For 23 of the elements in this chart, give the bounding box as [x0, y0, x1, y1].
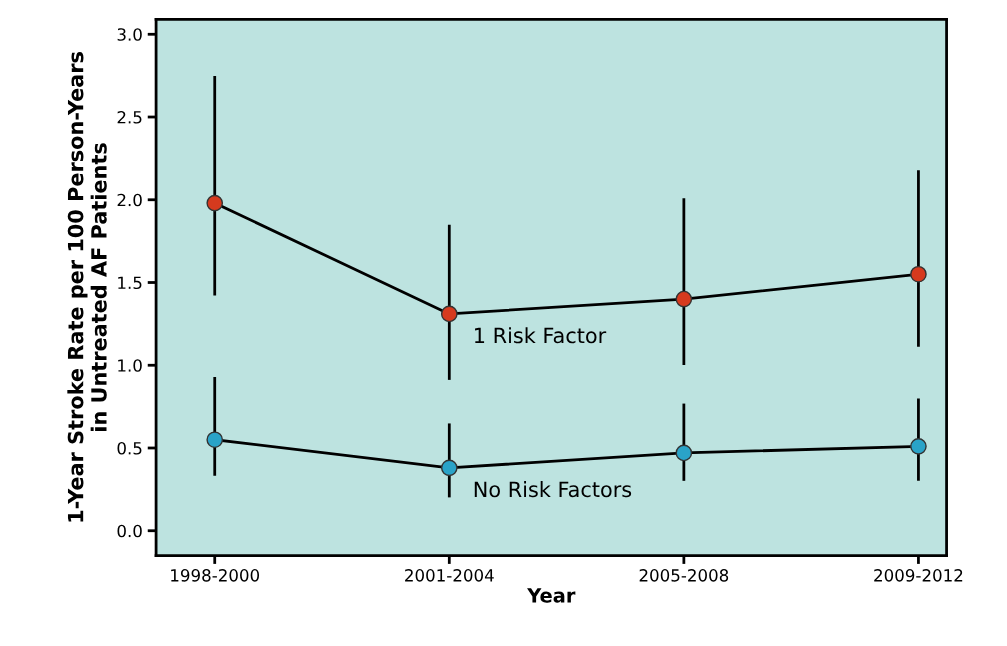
- y-tick-label: 0.5: [117, 441, 142, 455]
- y-tick-label: 0.0: [117, 524, 142, 538]
- x-tick-label: 2001-2004: [405, 569, 494, 582]
- series-label: 1 Risk Factor: [475, 327, 607, 344]
- y-tick-label: 2.0: [117, 193, 142, 207]
- y-axis-title: 1-Year Stroke Rate per 100 Person-Years in Untreated AF Patients: [67, 52, 107, 522]
- point: [206, 431, 224, 449]
- y-tick-label: 1.0: [118, 359, 142, 372]
- x-tick-label: 2005-2008: [639, 569, 729, 582]
- point: [910, 265, 927, 283]
- x-axis-title: Year: [527, 588, 576, 603]
- point: [440, 459, 458, 477]
- y-tick-label: 1.5: [118, 276, 142, 290]
- series-label: No Risk Factors: [474, 481, 632, 498]
- x-tick-label: 1998-2000: [171, 569, 260, 582]
- point: [440, 305, 458, 323]
- point: [206, 194, 224, 212]
- point: [910, 438, 927, 455]
- y-tick-label: 3.0: [117, 28, 142, 41]
- point: [675, 290, 693, 308]
- point: [675, 444, 693, 462]
- x-tick-label: 2009-2012: [874, 569, 963, 582]
- y-tick-label: 2.5: [117, 110, 142, 124]
